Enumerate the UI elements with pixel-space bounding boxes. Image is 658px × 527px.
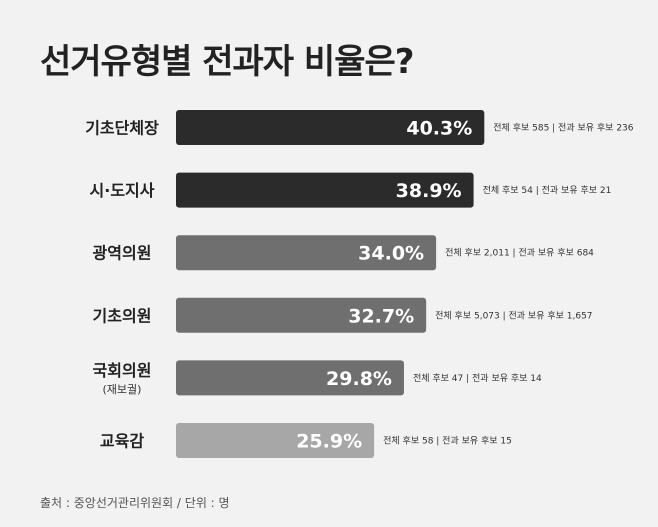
annotation-1: 전체 후보 54 | 전과 보유 후보 21 xyxy=(483,185,612,196)
bar-5 xyxy=(176,423,375,458)
bar-2 xyxy=(176,235,437,271)
value-label-4: 29.8% xyxy=(326,368,392,390)
value-label-3: 32.7% xyxy=(348,305,414,327)
annotation-4: 전체 후보 47 | 전과 보유 후보 14 xyxy=(413,373,542,384)
value-label-5: 25.9% xyxy=(296,431,362,453)
value-label-1: 38.9% xyxy=(396,180,462,202)
category-label-0: 기초단체장 xyxy=(85,119,159,138)
source-note: 출처 : 중앙선거관리위원회 / 단위 : 명 xyxy=(40,496,230,510)
chart-title: 선거유형별 전과자 비율은? xyxy=(40,42,414,82)
annotation-5: 전체 후보 58 | 전과 보유 후보 15 xyxy=(383,436,512,447)
annotation-3: 전체 후보 5,073 | 전과 보유 후보 1,657 xyxy=(435,310,592,321)
bar-0 xyxy=(176,110,485,145)
value-label-2: 34.0% xyxy=(358,243,424,265)
bar-1 xyxy=(176,172,474,208)
bar-4 xyxy=(176,360,404,396)
annotation-2: 전체 후보 2,011 | 전과 보유 후보 684 xyxy=(445,248,594,259)
category-label-4: 국회의원 xyxy=(93,361,152,380)
category-label-2: 광역의원 xyxy=(93,244,152,263)
value-label-0: 40.3% xyxy=(406,118,472,140)
category-sublabel-4: (재보궐) xyxy=(103,382,142,396)
category-label-1: 시·도지사 xyxy=(90,181,155,200)
category-label-5: 교육감 xyxy=(100,432,144,451)
annotation-0: 전체 후보 585 | 전과 보유 후보 236 xyxy=(493,123,633,134)
bar-3 xyxy=(176,297,427,333)
category-label-3: 기초의원 xyxy=(93,306,152,325)
